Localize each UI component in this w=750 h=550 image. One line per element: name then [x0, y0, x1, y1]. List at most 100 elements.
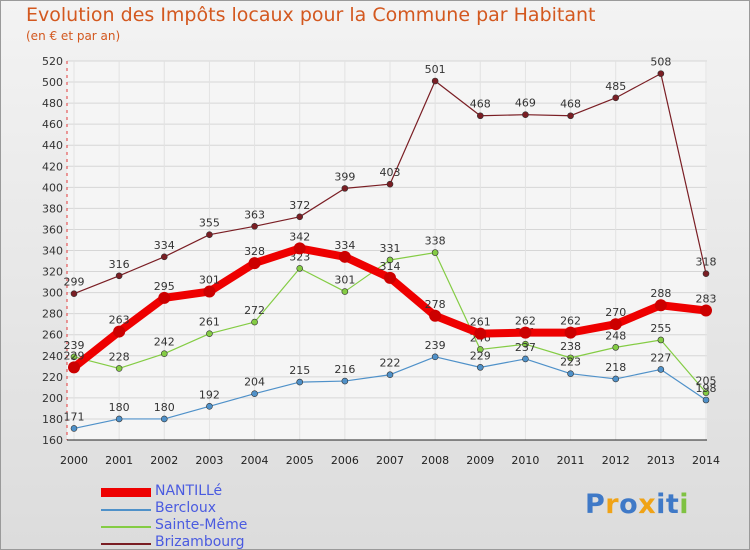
logo-letter: P	[585, 489, 606, 520]
legend-label-nantille: NANTILLé	[155, 483, 223, 499]
data-point	[115, 272, 123, 280]
data-label: 192	[199, 388, 220, 401]
data-point	[293, 242, 306, 255]
logo-letter: i	[656, 489, 666, 520]
data-point	[70, 425, 78, 432]
legend-swatch-bercloux	[101, 509, 151, 511]
logo-letter: o	[619, 489, 639, 520]
x-tick-label: 2010	[511, 454, 539, 467]
data-point	[341, 185, 349, 192]
y-tick-label: 440	[42, 139, 63, 152]
data-label: 223	[560, 356, 581, 369]
x-tick-label: 2005	[286, 454, 314, 467]
x-tick-label: 2001	[105, 454, 133, 467]
data-point	[206, 330, 213, 337]
data-label: 229	[64, 349, 85, 362]
data-label: 180	[109, 401, 130, 414]
legend-swatch-sainte-meme	[101, 526, 151, 528]
data-label: 239	[64, 339, 85, 352]
data-point	[700, 304, 712, 317]
data-label: 399	[334, 170, 355, 183]
data-point	[160, 253, 168, 261]
data-point	[702, 396, 710, 404]
data-label: 318	[696, 256, 717, 269]
data-label: 270	[605, 306, 626, 319]
data-point	[341, 288, 349, 295]
data-label: 501	[425, 63, 446, 76]
data-label: 205	[696, 375, 717, 388]
y-tick-label: 480	[42, 97, 63, 110]
data-point	[702, 389, 710, 396]
data-point	[115, 365, 123, 372]
data-label: 204	[244, 376, 265, 389]
data-label: 508	[650, 56, 671, 69]
data-label: 180	[154, 401, 175, 414]
y-tick-label: 400	[42, 181, 63, 194]
data-point	[654, 299, 667, 312]
data-label: 403	[380, 166, 401, 179]
data-label: 242	[154, 336, 175, 349]
data-point	[612, 94, 620, 102]
chart-subtitle: (en € et par an)	[26, 29, 121, 43]
x-tick-label: 2007	[376, 454, 404, 467]
data-point	[476, 364, 484, 371]
data-label: 338	[425, 235, 446, 248]
data-label: 334	[154, 239, 175, 252]
data-label: 198	[696, 382, 717, 395]
data-point	[251, 390, 258, 397]
data-label: 295	[154, 280, 175, 293]
data-label: 227	[650, 351, 671, 364]
data-point	[70, 353, 78, 361]
data-label: 261	[199, 316, 220, 329]
data-label: 316	[109, 258, 130, 271]
data-point	[702, 270, 710, 277]
data-label: 328	[244, 245, 265, 258]
data-label: 248	[605, 329, 626, 342]
y-tick-label: 340	[42, 245, 63, 258]
data-point	[522, 355, 529, 363]
data-label: 229	[470, 349, 491, 362]
data-point	[386, 180, 394, 188]
data-label: 301	[199, 274, 220, 287]
data-point	[429, 309, 442, 322]
x-tick-label: 2003	[195, 454, 223, 467]
data-label: 485	[605, 80, 626, 93]
data-point	[341, 377, 349, 385]
x-tick-label: 2013	[647, 454, 675, 467]
data-point	[296, 265, 304, 272]
data-point	[160, 415, 168, 423]
data-label: 469	[515, 97, 536, 110]
data-point	[609, 318, 622, 331]
y-tick-label: 240	[42, 350, 63, 363]
y-tick-label: 520	[42, 55, 63, 68]
data-label: 218	[605, 361, 626, 374]
data-label: 278	[425, 298, 446, 311]
x-tick-label: 2002	[150, 454, 178, 467]
data-label: 283	[696, 293, 717, 306]
y-tick-label: 160	[42, 434, 63, 447]
data-point	[160, 350, 168, 357]
data-point	[113, 325, 126, 338]
data-point	[522, 111, 529, 118]
data-label: 263	[109, 314, 130, 327]
y-tick-label: 420	[42, 160, 63, 173]
data-label: 342	[289, 230, 310, 243]
data-label: 262	[560, 315, 581, 328]
data-point	[248, 257, 261, 270]
y-tick-label: 200	[42, 392, 63, 405]
y-tick-label: 500	[42, 76, 63, 89]
y-tick-label: 460	[42, 118, 63, 131]
data-label: 468	[470, 98, 491, 111]
logo-letter: i	[679, 489, 690, 520]
data-point	[431, 77, 439, 85]
data-point	[296, 378, 304, 386]
data-label: 215	[289, 364, 310, 377]
data-label: 468	[560, 98, 581, 111]
data-label: 299	[64, 276, 85, 289]
data-label: 171	[64, 410, 85, 423]
legend-label-bercloux: Bercloux	[155, 500, 216, 516]
data-label: 239	[425, 339, 446, 352]
x-tick-label: 2009	[466, 454, 494, 467]
